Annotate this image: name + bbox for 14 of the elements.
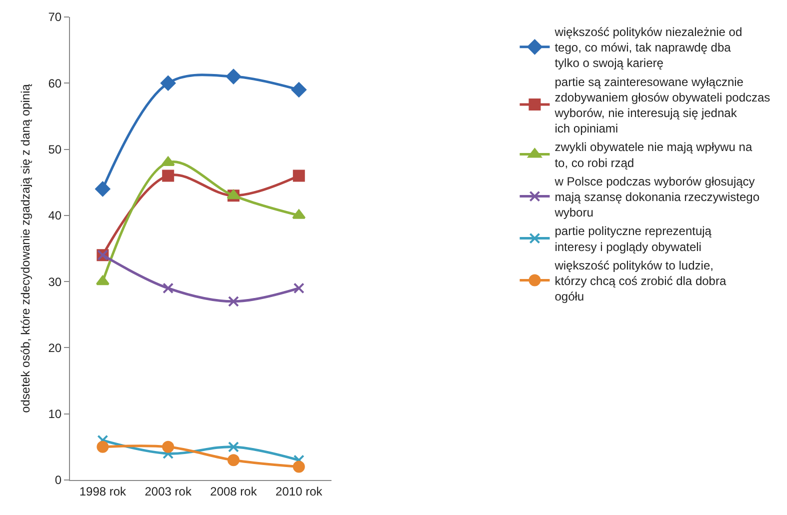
y-tick-label: 60 bbox=[48, 76, 62, 90]
x-tick-label: 2008 rok bbox=[210, 484, 258, 498]
y-tick-label: 40 bbox=[48, 208, 62, 223]
x-tick-label: 2010 rok bbox=[276, 484, 324, 498]
x-tick-label: 2003 rok bbox=[144, 484, 192, 498]
y-tick-label: 70 bbox=[48, 10, 62, 24]
y-tick-label: 30 bbox=[48, 274, 62, 289]
y-tick-label: 50 bbox=[48, 142, 62, 156]
x-tick-label: 1998 rok bbox=[79, 484, 128, 498]
y-tick-label: 0 bbox=[54, 473, 62, 488]
legend-label: większość polityków to ludzie, którzy chcą coś zrobić dla dobra ogółu bbox=[554, 258, 726, 304]
y-axis-title: odsetek osób, które zdecydowanie zgadzają się z daną opinią bbox=[18, 84, 33, 413]
y-tick-label: 20 bbox=[48, 340, 62, 355]
y-tick-label: 10 bbox=[48, 407, 62, 422]
